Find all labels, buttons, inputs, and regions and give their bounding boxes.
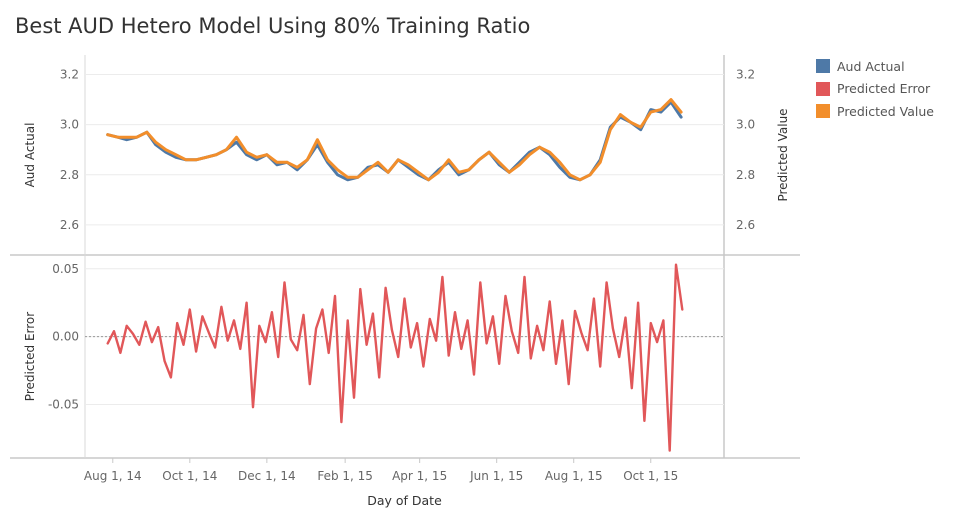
legend: Aud Actual Predicted Error Predicted Val… [816,55,934,123]
legend-item-predicted-error[interactable]: Predicted Error [816,78,934,101]
legend-label-predicted-error: Predicted Error [837,81,931,97]
x-tick-label: Oct 1, 14 [162,469,217,483]
price-ylabel-right: Predicted Value [776,108,790,201]
legend-item-predicted-value[interactable]: Predicted Value [816,100,934,123]
price-ytick-label-left: 3.2 [60,68,79,82]
x-tick-label: Dec 1, 14 [238,469,296,483]
price-ytick-label-right: 2.8 [736,168,755,182]
price-ytick-label-right: 2.6 [736,218,755,232]
error-ytick-label-left: 0.05 [52,262,79,276]
x-tick-label: Jun 1, 15 [469,469,523,483]
series-line-predicted-value [106,98,683,182]
legend-item-aud-actual[interactable]: Aud Actual [816,55,934,78]
x-tick-label: Aug 1, 15 [545,469,603,483]
chart-title: Best AUD Hetero Model Using 80% Training… [15,14,531,38]
error-ytick-label-left: -0.05 [48,398,79,412]
series-line-predicted-error [106,263,684,452]
x-tick-label: Aug 1, 14 [84,469,142,483]
error-ytick-label-left: 0.00 [52,330,79,344]
price-ylabel-left: Aud Actual [23,123,37,188]
x-tick-label: Oct 1, 15 [623,469,678,483]
legend-swatch-predicted-error [816,81,830,96]
price-ytick-label-left: 3.0 [60,118,79,132]
error-ylabel-left: Predicted Error [23,312,37,401]
legend-label-aud-actual: Aud Actual [837,58,905,74]
price-ytick-label-left: 2.8 [60,168,79,182]
x-tick-label: Apr 1, 15 [392,469,447,483]
legend-label-predicted-value: Predicted Value [837,103,934,119]
legend-swatch-predicted-value [816,104,830,119]
price-ytick-label-right: 3.2 [736,68,755,82]
price-ytick-label-left: 2.6 [60,218,79,232]
x-axis-label: Day of Date [367,493,442,508]
legend-swatch-aud-actual [816,59,830,74]
x-tick-label: Feb 1, 15 [317,469,373,483]
price-ytick-label-right: 3.0 [736,118,755,132]
